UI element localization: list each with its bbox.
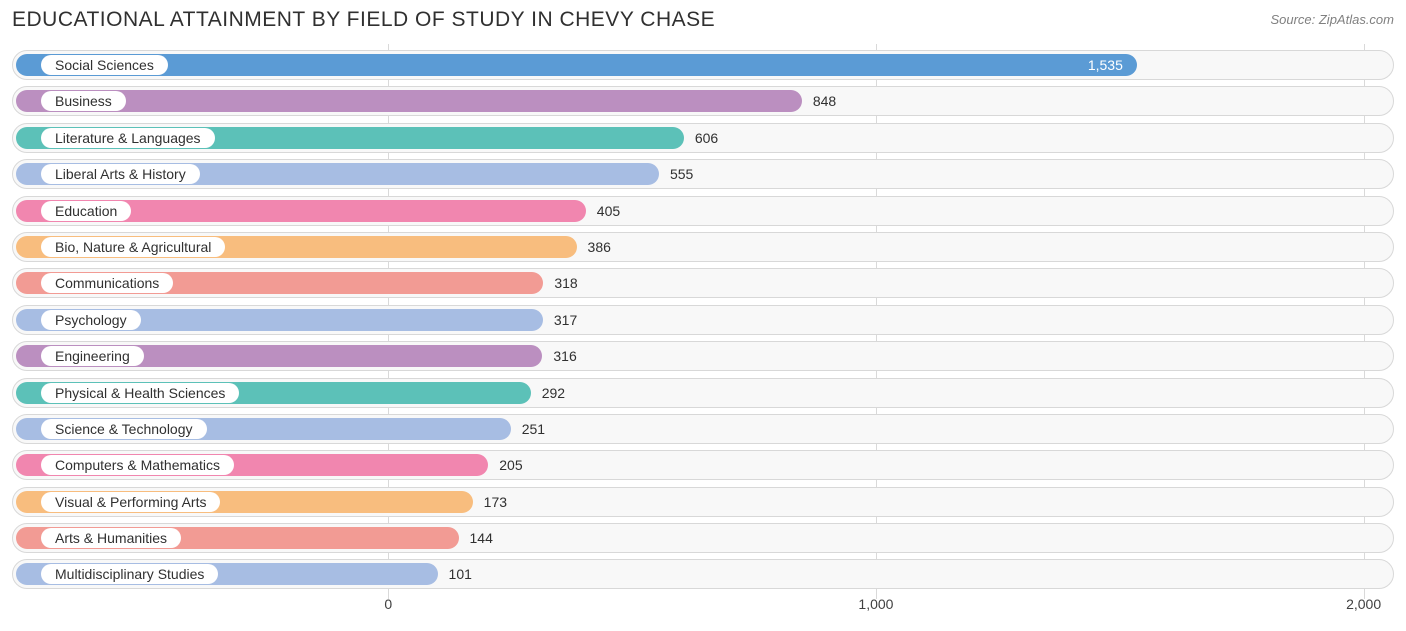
- category-pill: Social Sciences: [41, 55, 168, 75]
- value-label: 101: [449, 566, 472, 582]
- chart-title: Educational Attainment by Field of Study…: [12, 8, 715, 32]
- bar-row: Bio, Nature & Agricultural 386: [12, 232, 1394, 262]
- category-pill: Bio, Nature & Agricultural: [41, 237, 225, 257]
- chart-header: Educational Attainment by Field of Study…: [12, 8, 1394, 32]
- category-pill: Education: [41, 201, 131, 221]
- bar-row: Business 848: [12, 86, 1394, 116]
- bar-row: Multidisciplinary Studies 101: [12, 559, 1394, 589]
- bar-row: Education 405: [12, 196, 1394, 226]
- xaxis-tick: 0: [384, 596, 392, 612]
- bar-row: Psychology 317: [12, 305, 1394, 335]
- bar-row: Liberal Arts & History 555: [12, 159, 1394, 189]
- category-pill: Psychology: [41, 310, 141, 330]
- value-label: 386: [588, 239, 611, 255]
- source-name: ZipAtlas.com: [1319, 12, 1394, 27]
- bar-row: Social Sciences 1,535: [12, 50, 1394, 80]
- chart-bars: Social Sciences 1,535 Business 848 Literatur…: [12, 44, 1394, 589]
- value-label: 405: [597, 203, 620, 219]
- chart-area: Social Sciences 1,535 Business 848 Literatur…: [12, 44, 1394, 599]
- bar-row: Communications 318: [12, 268, 1394, 298]
- category-pill: Literature & Languages: [41, 128, 215, 148]
- bar: [16, 54, 1137, 76]
- value-label: 848: [813, 93, 836, 109]
- bar-row: Arts & Humanities 144: [12, 523, 1394, 553]
- bar-row: Physical & Health Sciences 292: [12, 378, 1394, 408]
- bar-row: Science & Technology 251: [12, 414, 1394, 444]
- value-label: 251: [522, 421, 545, 437]
- bar-row: Computers & Mathematics 205: [12, 450, 1394, 480]
- value-label: 205: [499, 457, 522, 473]
- xaxis-tick: 1,000: [858, 596, 893, 612]
- bar: [16, 90, 802, 112]
- value-label: 606: [695, 130, 718, 146]
- category-pill: Computers & Mathematics: [41, 455, 234, 475]
- chart-xaxis: 0 1,000 2,000: [12, 596, 1394, 616]
- category-pill: Communications: [41, 273, 173, 293]
- bar-row: Engineering 316: [12, 341, 1394, 371]
- value-label: 317: [554, 312, 577, 328]
- category-pill: Visual & Performing Arts: [41, 492, 220, 512]
- bar-row: Literature & Languages 606: [12, 123, 1394, 153]
- value-label: 1,535: [1088, 57, 1383, 73]
- value-label: 292: [542, 385, 565, 401]
- source-prefix: Source:: [1270, 12, 1318, 27]
- value-label: 144: [470, 530, 493, 546]
- value-label: 318: [554, 275, 577, 291]
- value-label: 555: [670, 166, 693, 182]
- bar-row: Visual & Performing Arts 173: [12, 487, 1394, 517]
- category-pill: Arts & Humanities: [41, 528, 181, 548]
- chart-source: Source: ZipAtlas.com: [1270, 12, 1394, 27]
- category-pill: Liberal Arts & History: [41, 164, 200, 184]
- value-label: 316: [553, 348, 576, 364]
- category-pill: Business: [41, 91, 126, 111]
- category-pill: Science & Technology: [41, 419, 207, 439]
- xaxis-tick: 2,000: [1346, 596, 1381, 612]
- category-pill: Multidisciplinary Studies: [41, 564, 218, 584]
- category-pill: Physical & Health Sciences: [41, 383, 239, 403]
- value-label: 173: [484, 494, 507, 510]
- category-pill: Engineering: [41, 346, 144, 366]
